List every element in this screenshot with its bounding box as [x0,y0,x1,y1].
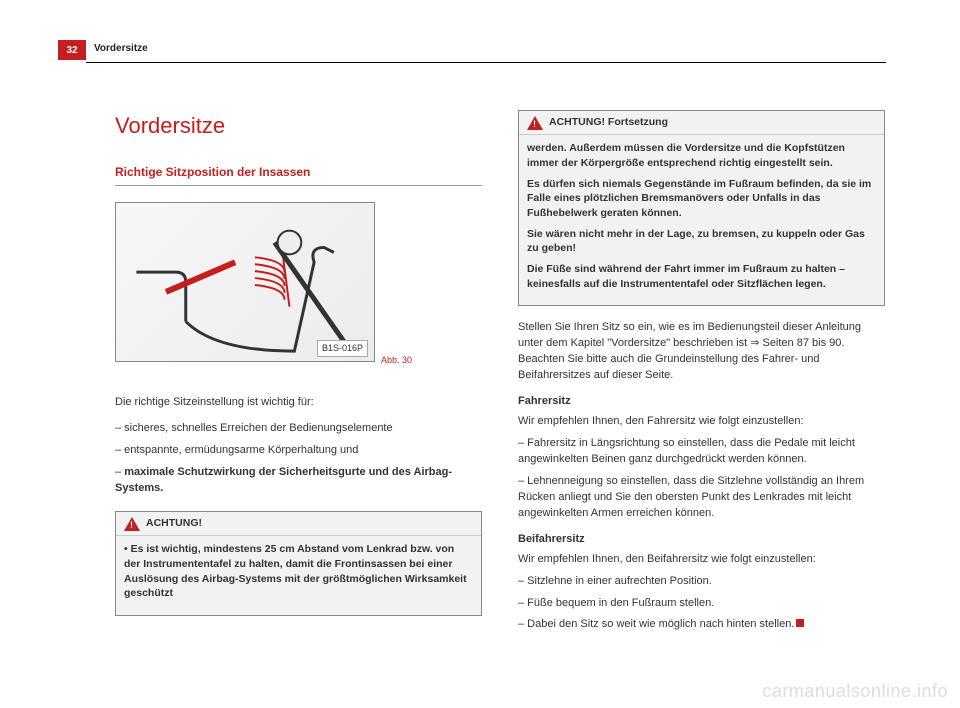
warning-box-continued: ACHTUNG! Fortsetzung werden. Außerdem mü… [518,110,885,306]
fahrer-p3: – Lehnenneigung so einstellen, dass die … [518,474,885,522]
beifahrersitz-heading: Beifahrersitz [518,532,885,548]
right-para1: Stellen Sie Ihren Sitz so ein, wie es im… [518,320,885,384]
warning-triangle-icon [124,517,140,531]
warning-cont-body: werden. Außerdem müssen die Vordersitze … [519,135,884,305]
right-column: ACHTUNG! Fortsetzung werden. Außerdem mü… [518,110,885,639]
beifahrer-p4: – Dabei den Sitz so weit wie möglich nac… [518,617,885,633]
warning-header: ACHTUNG! [116,512,481,536]
watermark: carmanualsonline.info [762,681,948,702]
fahrer-p2: – Fahrersitz in Längsrichtung so einstel… [518,436,885,468]
warning-cont-p3: Sie wären nicht mehr in der Lage, zu bre… [527,227,876,256]
warning-cont-p4: Die Füße sind während der Fahrt immer im… [527,262,876,291]
section-title: Richtige Sitzposition der Insassen [115,164,482,186]
end-square-icon [796,619,804,627]
intro-text: Die richtige Sitzeinstellung ist wichtig… [115,395,482,411]
figure-caption: Abb. 30 [381,354,482,367]
bullet-2: – entspannte, ermüdungsarme Körperhaltun… [115,443,482,459]
header-rule [86,62,886,63]
warning-cont-p1: werden. Außerdem müssen die Vordersitze … [527,141,876,170]
chapter-title: Vordersitze [115,110,482,142]
warning-body: • Es ist wichtig, mindestens 25 cm Absta… [116,536,481,615]
warning-cont-header: ACHTUNG! Fortsetzung [519,111,884,135]
warning-cont-p2: Es dürfen sich niemals Gegenstände im Fu… [527,177,876,221]
bullet-3: – maximale Schutzwirkung der Sicherheits… [115,465,482,497]
warning-triangle-icon [527,116,543,130]
warning-cont-title: ACHTUNG! Fortsetzung [549,115,668,130]
fahrer-p1: Wir empfehlen Ihnen, den Fahrersitz wie … [518,414,885,430]
running-title: Vordersitze [94,43,148,54]
warning-title: ACHTUNG! [146,516,202,531]
bullet-1: – sicheres, schnelles Erreichen der Bedi… [115,421,482,437]
beifahrer-p2: – Sitzlehne in einer aufrechten Position… [518,574,885,590]
warning-p1: • Es ist wichtig, mindestens 25 cm Absta… [124,542,473,601]
seat-illustration-icon [116,203,374,361]
beifahrer-p1: Wir empfehlen Ihnen, den Beifahrersitz w… [518,552,885,568]
beifahrer-p3: – Füße bequem in den Fußraum stellen. [518,596,885,612]
figure-illustration: B1S-016P [115,202,375,362]
bullet-3-prefix: – [115,466,124,478]
bullet-3-bold: maximale Schutzwirkung der Sicherheitsgu… [115,466,452,494]
content-columns: Vordersitze Richtige Sitzposition der In… [115,110,885,639]
figure-code: B1S-016P [317,340,368,357]
page-number: 32 [58,40,86,60]
fahrersitz-heading: Fahrersitz [518,394,885,410]
left-column: Vordersitze Richtige Sitzposition der In… [115,110,482,639]
page-header: 32 Vordersitze [0,40,960,64]
warning-box: ACHTUNG! • Es ist wichtig, mindestens 25… [115,511,482,616]
beifahrer-p4-text: – Dabei den Sitz so weit wie möglich nac… [518,618,794,630]
